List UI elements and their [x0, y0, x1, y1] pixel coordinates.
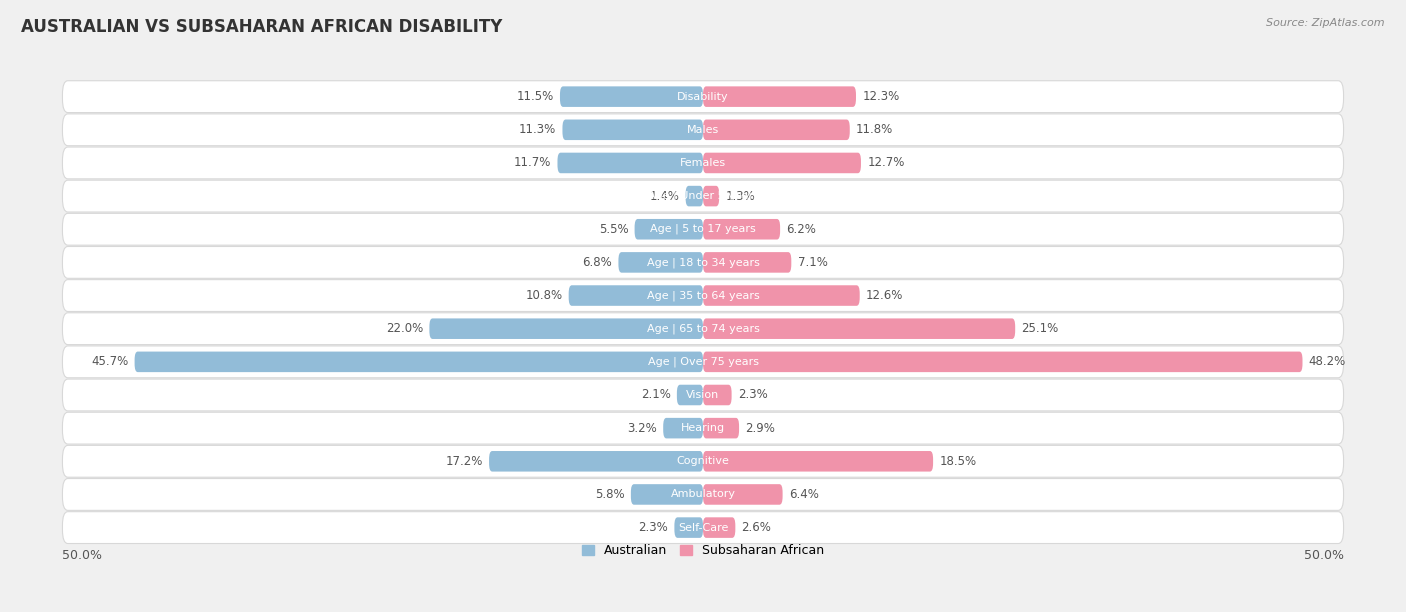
FancyBboxPatch shape	[135, 351, 703, 372]
Text: 6.4%: 6.4%	[789, 488, 818, 501]
Text: Self-Care: Self-Care	[678, 523, 728, 532]
Text: 45.7%: 45.7%	[91, 356, 128, 368]
FancyBboxPatch shape	[62, 147, 1344, 179]
Text: 48.2%: 48.2%	[1309, 356, 1346, 368]
FancyBboxPatch shape	[675, 517, 703, 538]
FancyBboxPatch shape	[558, 152, 703, 173]
FancyBboxPatch shape	[703, 484, 783, 505]
FancyBboxPatch shape	[62, 114, 1344, 146]
FancyBboxPatch shape	[62, 412, 1344, 444]
FancyBboxPatch shape	[634, 219, 703, 239]
Text: 11.8%: 11.8%	[856, 123, 893, 136]
FancyBboxPatch shape	[429, 318, 703, 339]
Text: Vision: Vision	[686, 390, 720, 400]
Text: Age | Under 5 years: Age | Under 5 years	[648, 191, 758, 201]
Text: Disability: Disability	[678, 92, 728, 102]
FancyBboxPatch shape	[631, 484, 703, 505]
FancyBboxPatch shape	[703, 385, 731, 405]
Text: 50.0%: 50.0%	[62, 549, 103, 562]
FancyBboxPatch shape	[664, 418, 703, 438]
Text: Hearing: Hearing	[681, 423, 725, 433]
Text: 17.2%: 17.2%	[446, 455, 482, 468]
Text: AUSTRALIAN VS SUBSAHARAN AFRICAN DISABILITY: AUSTRALIAN VS SUBSAHARAN AFRICAN DISABIL…	[21, 18, 502, 36]
Text: 11.3%: 11.3%	[519, 123, 557, 136]
FancyBboxPatch shape	[686, 186, 703, 206]
FancyBboxPatch shape	[62, 313, 1344, 345]
FancyBboxPatch shape	[703, 451, 934, 472]
FancyBboxPatch shape	[703, 119, 849, 140]
FancyBboxPatch shape	[62, 479, 1344, 510]
Text: 10.8%: 10.8%	[526, 289, 562, 302]
FancyBboxPatch shape	[62, 379, 1344, 411]
Text: Source: ZipAtlas.com: Source: ZipAtlas.com	[1267, 18, 1385, 28]
FancyBboxPatch shape	[62, 81, 1344, 113]
Text: 3.2%: 3.2%	[627, 422, 657, 435]
Text: 2.9%: 2.9%	[745, 422, 775, 435]
Text: 11.5%: 11.5%	[516, 90, 554, 103]
FancyBboxPatch shape	[562, 119, 703, 140]
Text: 12.7%: 12.7%	[868, 157, 904, 170]
FancyBboxPatch shape	[62, 346, 1344, 378]
FancyBboxPatch shape	[62, 247, 1344, 278]
Text: 2.1%: 2.1%	[641, 389, 671, 401]
FancyBboxPatch shape	[703, 186, 720, 206]
FancyBboxPatch shape	[62, 180, 1344, 212]
FancyBboxPatch shape	[703, 152, 860, 173]
Text: 2.3%: 2.3%	[638, 521, 668, 534]
Text: 6.2%: 6.2%	[786, 223, 817, 236]
Text: Age | Over 75 years: Age | Over 75 years	[648, 357, 758, 367]
FancyBboxPatch shape	[489, 451, 703, 472]
Text: 22.0%: 22.0%	[385, 322, 423, 335]
Text: 18.5%: 18.5%	[939, 455, 976, 468]
FancyBboxPatch shape	[703, 86, 856, 107]
Text: Age | 35 to 64 years: Age | 35 to 64 years	[647, 290, 759, 300]
Text: 12.6%: 12.6%	[866, 289, 903, 302]
FancyBboxPatch shape	[62, 512, 1344, 543]
FancyBboxPatch shape	[703, 219, 780, 239]
FancyBboxPatch shape	[62, 280, 1344, 312]
Text: 2.3%: 2.3%	[738, 389, 768, 401]
Text: 11.7%: 11.7%	[513, 157, 551, 170]
Text: Ambulatory: Ambulatory	[671, 490, 735, 499]
Text: Age | 65 to 74 years: Age | 65 to 74 years	[647, 324, 759, 334]
FancyBboxPatch shape	[703, 517, 735, 538]
FancyBboxPatch shape	[619, 252, 703, 273]
Text: 2.6%: 2.6%	[741, 521, 772, 534]
Text: 1.4%: 1.4%	[650, 190, 679, 203]
Text: Cognitive: Cognitive	[676, 457, 730, 466]
FancyBboxPatch shape	[703, 351, 1302, 372]
Text: Males: Males	[688, 125, 718, 135]
Text: Age | 5 to 17 years: Age | 5 to 17 years	[650, 224, 756, 234]
Text: 50.0%: 50.0%	[1303, 549, 1344, 562]
Text: 5.8%: 5.8%	[595, 488, 624, 501]
FancyBboxPatch shape	[703, 252, 792, 273]
Text: 1.3%: 1.3%	[725, 190, 755, 203]
Legend: Australian, Subsaharan African: Australian, Subsaharan African	[575, 538, 831, 564]
Text: Age | 18 to 34 years: Age | 18 to 34 years	[647, 257, 759, 267]
FancyBboxPatch shape	[703, 418, 740, 438]
FancyBboxPatch shape	[703, 285, 859, 306]
FancyBboxPatch shape	[560, 86, 703, 107]
FancyBboxPatch shape	[62, 446, 1344, 477]
Text: 25.1%: 25.1%	[1021, 322, 1059, 335]
FancyBboxPatch shape	[703, 318, 1015, 339]
Text: Females: Females	[681, 158, 725, 168]
Text: 6.8%: 6.8%	[582, 256, 612, 269]
FancyBboxPatch shape	[568, 285, 703, 306]
Text: 12.3%: 12.3%	[862, 90, 900, 103]
Text: 5.5%: 5.5%	[599, 223, 628, 236]
FancyBboxPatch shape	[62, 214, 1344, 245]
FancyBboxPatch shape	[676, 385, 703, 405]
Text: 7.1%: 7.1%	[797, 256, 827, 269]
